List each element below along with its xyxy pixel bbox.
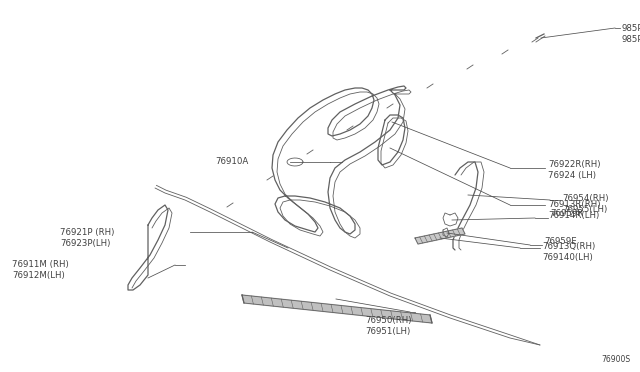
Text: 76913Q(RH)
769140(LH): 76913Q(RH) 769140(LH) (542, 242, 595, 262)
Text: 76959R: 76959R (550, 209, 583, 218)
Text: 76911M (RH)
76912M(LH): 76911M (RH) 76912M(LH) (12, 260, 68, 280)
Text: 76900S: 76900S (601, 355, 630, 364)
Text: 76921P (RH)
76923P(LH): 76921P (RH) 76923P(LH) (60, 228, 115, 248)
Text: 76950(RH)
76951(LH): 76950(RH) 76951(LH) (365, 316, 412, 336)
Polygon shape (242, 295, 432, 323)
Text: 76910A: 76910A (215, 157, 248, 167)
Text: 76922R(RH)
76924 (LH): 76922R(RH) 76924 (LH) (548, 160, 600, 180)
Text: 76954(RH)
76955(LH): 76954(RH) 76955(LH) (562, 194, 609, 214)
Text: 76959E: 76959E (544, 237, 577, 247)
Text: 76913R(RH)
76914R(LH): 76913R(RH) 76914R(LH) (548, 200, 600, 220)
Text: 985P0(RH)
985P1(LH): 985P0(RH) 985P1(LH) (622, 24, 640, 44)
Polygon shape (415, 228, 465, 244)
